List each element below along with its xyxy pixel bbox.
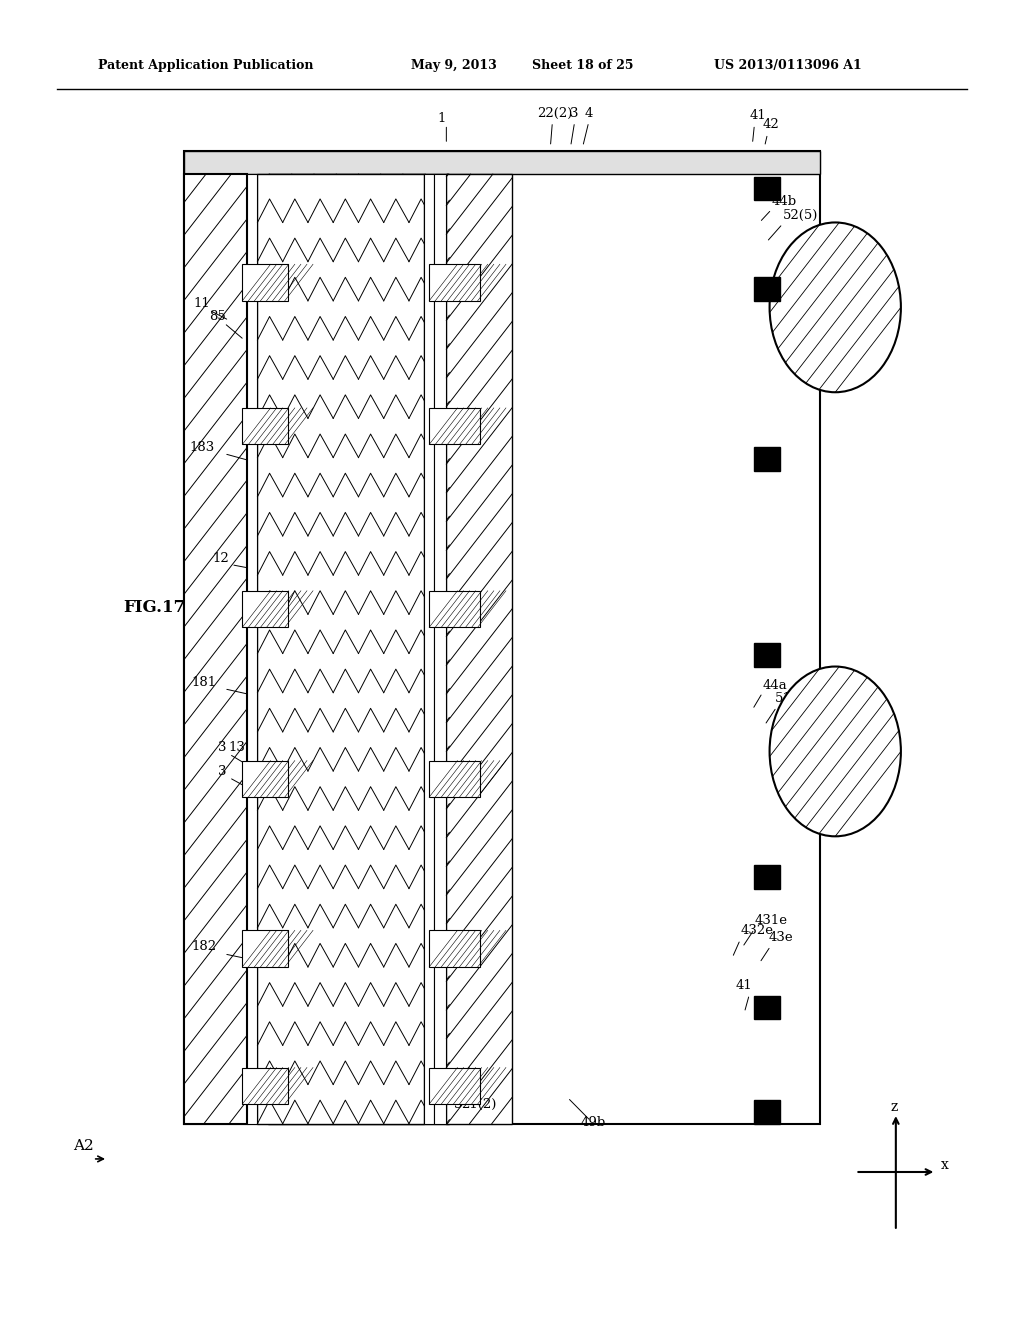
Bar xyxy=(429,931,479,968)
Bar xyxy=(267,174,450,1123)
Text: 182: 182 xyxy=(191,940,216,953)
Text: 49b: 49b xyxy=(581,1117,605,1130)
Polygon shape xyxy=(755,447,779,471)
Text: 44a: 44a xyxy=(763,678,787,692)
Bar xyxy=(243,264,288,301)
Text: US 2013/0113096 A1: US 2013/0113096 A1 xyxy=(714,59,862,73)
Text: 431e: 431e xyxy=(755,913,787,927)
Text: z: z xyxy=(891,1100,898,1114)
Text: FIG.17: FIG.17 xyxy=(123,599,185,616)
Bar xyxy=(424,174,434,1123)
Polygon shape xyxy=(755,177,779,201)
Text: 14: 14 xyxy=(392,1098,410,1111)
Text: May 9, 2013: May 9, 2013 xyxy=(411,59,497,73)
Text: 1: 1 xyxy=(437,112,445,125)
Text: 12: 12 xyxy=(213,552,229,565)
Bar xyxy=(429,264,479,301)
Bar xyxy=(446,174,512,1123)
Bar xyxy=(243,931,288,968)
Text: 51(5): 51(5) xyxy=(774,692,810,705)
Text: 42: 42 xyxy=(762,119,779,132)
Bar xyxy=(429,1068,479,1104)
Circle shape xyxy=(770,223,901,392)
Bar xyxy=(429,408,479,445)
Text: 181: 181 xyxy=(191,676,216,689)
Bar xyxy=(243,760,288,797)
Text: 52(5): 52(5) xyxy=(782,209,818,222)
Text: 11: 11 xyxy=(194,297,210,310)
Text: 43e: 43e xyxy=(769,931,794,944)
Text: Sheet 18 of 25: Sheet 18 of 25 xyxy=(532,59,634,73)
Text: 15: 15 xyxy=(411,1098,427,1111)
Bar xyxy=(429,591,479,627)
Text: x: x xyxy=(941,1159,949,1172)
Bar xyxy=(429,760,479,797)
Text: 183: 183 xyxy=(189,441,214,454)
Circle shape xyxy=(770,667,901,837)
Bar xyxy=(183,150,820,1123)
Polygon shape xyxy=(755,1100,779,1123)
Text: 3: 3 xyxy=(570,107,579,120)
Text: 3: 3 xyxy=(455,1098,463,1111)
Text: Patent Application Publication: Patent Application Publication xyxy=(98,59,313,73)
Text: 4: 4 xyxy=(585,107,593,120)
Text: A2: A2 xyxy=(73,1139,93,1152)
Bar xyxy=(257,174,424,1123)
Text: 85: 85 xyxy=(209,310,225,323)
Bar xyxy=(243,408,288,445)
Bar xyxy=(243,1068,288,1104)
Polygon shape xyxy=(755,995,779,1019)
Bar xyxy=(434,174,446,1123)
Text: 3: 3 xyxy=(218,742,226,755)
Bar xyxy=(183,150,820,174)
Polygon shape xyxy=(755,643,779,667)
Text: 41: 41 xyxy=(750,110,766,123)
Text: 21(2): 21(2) xyxy=(461,1098,497,1111)
Text: 13: 13 xyxy=(228,742,246,755)
Bar xyxy=(243,591,288,627)
Text: 3: 3 xyxy=(218,764,226,777)
Text: 41: 41 xyxy=(736,979,753,993)
Text: 432e: 432e xyxy=(740,924,773,937)
Text: 44b: 44b xyxy=(772,195,797,209)
Polygon shape xyxy=(755,277,779,301)
Text: 22(2): 22(2) xyxy=(537,107,572,120)
Polygon shape xyxy=(755,865,779,888)
Bar xyxy=(183,174,248,1123)
Bar xyxy=(248,174,257,1123)
